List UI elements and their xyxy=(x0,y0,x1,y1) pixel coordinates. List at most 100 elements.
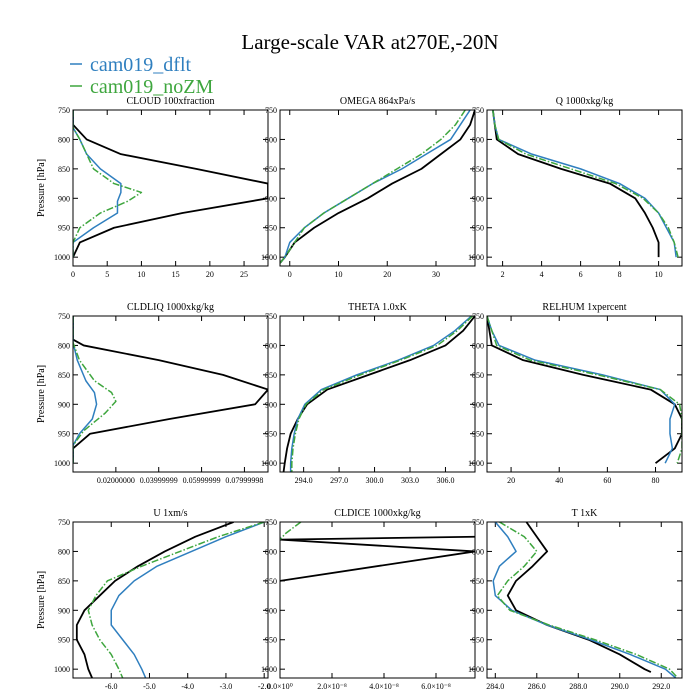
panel-title: CLOUD 100xfraction xyxy=(126,96,214,107)
series-group xyxy=(282,316,475,472)
y-axis-label: Pressure [hPa] xyxy=(36,571,47,629)
x-tick-label: 0.02000000 xyxy=(97,476,135,485)
y-tick-label: 900 xyxy=(472,606,484,615)
series-line-dflt xyxy=(73,316,98,464)
x-tick-label: 0.0×10⁰ xyxy=(267,682,293,691)
panel-title: CLDLIQ 1000xkg/kg xyxy=(127,302,214,313)
x-tick-label: -5.0 xyxy=(143,682,156,691)
series-group xyxy=(491,110,679,258)
y-tick-label: 750 xyxy=(265,312,277,321)
series-group xyxy=(73,110,268,258)
series-line-noZM xyxy=(87,522,265,678)
series-line-noZM xyxy=(73,316,117,464)
y-axis-label: Pressure [hPa] xyxy=(36,365,47,423)
y-tick-label: 800 xyxy=(472,547,484,556)
series-line-noZM xyxy=(487,316,682,464)
figure-title: Large-scale VAR at270E,-20N xyxy=(241,30,498,54)
x-tick-label: 40 xyxy=(555,476,563,485)
series-line-obs xyxy=(491,110,660,258)
panel-3: Q 1000xkg/kg 750 800 850 900 950 1000 2 4 6 8 10 xyxy=(468,96,683,279)
x-tick-label: 80 xyxy=(652,476,660,485)
series-line-obs xyxy=(282,316,475,472)
series-group xyxy=(492,522,679,678)
y-tick-label: 1000 xyxy=(468,459,484,468)
y-tick-label: 1000 xyxy=(54,459,70,468)
panel-5: THETA 1.0xK 750 800 850 900 950 1000 294.0 297.0… xyxy=(261,302,476,485)
panel-title: Q 1000xkg/kg xyxy=(556,96,614,107)
x-tick-label: 303.0 xyxy=(401,476,419,485)
panel-title: U 1xm/s xyxy=(153,508,187,519)
y-tick-label: 900 xyxy=(58,606,70,615)
x-tick-label: 286.0 xyxy=(528,682,546,691)
y-tick-label: 1000 xyxy=(54,665,70,674)
y-tick-label: 850 xyxy=(472,577,484,586)
x-tick-label: 294.0 xyxy=(295,476,313,485)
x-tick-label: 4 xyxy=(540,270,544,279)
x-tick-label: -4.0 xyxy=(181,682,194,691)
x-tick-label: 10 xyxy=(137,270,145,279)
x-tick-label: 8 xyxy=(618,270,622,279)
y-axis-label: Pressure [hPa] xyxy=(36,159,47,217)
series-group xyxy=(75,522,265,678)
panel-4: CLDLIQ 1000xkg/kg Pressure [hPa] 750 800 850… xyxy=(36,302,269,485)
plot-frame xyxy=(72,315,269,473)
series-group xyxy=(280,110,475,264)
y-tick-label: 950 xyxy=(265,430,277,439)
y-tick-label: 1000 xyxy=(261,459,277,468)
y-tick-label: 900 xyxy=(472,400,484,409)
y-tick-label: 950 xyxy=(58,636,70,645)
y-tick-label: 750 xyxy=(265,106,277,115)
x-tick-label: 5 xyxy=(105,270,109,279)
y-tick-label: 750 xyxy=(472,518,484,527)
series-line-noZM xyxy=(291,316,474,472)
x-tick-label: 0.05999999 xyxy=(183,476,221,485)
y-tick-label: 750 xyxy=(58,518,70,527)
y-tick-label: 800 xyxy=(265,135,277,144)
panel-1: CLOUD 100xfraction Pressure [hPa] 750 800 85… xyxy=(36,96,269,279)
plot-frame xyxy=(486,315,683,473)
x-tick-label: 25 xyxy=(240,270,248,279)
panel-2: OMEGA 864xPa/s 750 800 850 900 950 1000 0 10 20 30 xyxy=(261,96,476,279)
series-line-dflt xyxy=(280,110,471,264)
x-tick-label: 290.0 xyxy=(611,682,629,691)
x-tick-label: 10 xyxy=(335,270,343,279)
y-tick-label: 800 xyxy=(472,341,484,350)
x-tick-label: 297.0 xyxy=(330,476,348,485)
series-line-noZM xyxy=(496,522,679,678)
y-tick-label: 1000 xyxy=(468,665,484,674)
x-tick-label: 6 xyxy=(579,270,583,279)
y-tick-label: 800 xyxy=(472,135,484,144)
x-tick-label: 2 xyxy=(501,270,505,279)
x-tick-label: 15 xyxy=(172,270,180,279)
x-tick-label: 20 xyxy=(507,476,515,485)
x-tick-label: 300.0 xyxy=(366,476,384,485)
x-tick-label: 30 xyxy=(432,270,440,279)
x-tick-label: 292.0 xyxy=(652,682,670,691)
plot-frame xyxy=(279,521,476,679)
y-tick-label: 1000 xyxy=(54,253,70,262)
y-tick-label: 950 xyxy=(58,430,70,439)
series-line-noZM xyxy=(73,110,143,258)
x-tick-label: -3.0 xyxy=(220,682,233,691)
series-line-obs xyxy=(506,522,652,673)
x-tick-label: 0.03999999 xyxy=(140,476,178,485)
legend: cam019_dflt cam019_noZM xyxy=(70,54,214,98)
y-tick-label: 900 xyxy=(58,194,70,203)
y-tick-label: 750 xyxy=(265,518,277,527)
y-tick-label: 950 xyxy=(265,224,277,233)
y-tick-label: 1000 xyxy=(468,253,484,262)
series-line-dflt xyxy=(492,110,677,258)
x-tick-label: 6.0×10⁻⁸ xyxy=(421,682,451,691)
panel-title: T 1xK xyxy=(572,508,598,519)
y-tick-label: 900 xyxy=(265,400,277,409)
panel-8: CLDICE 1000xkg/kg 750 800 850 900 950 1000 0.0×… xyxy=(261,508,476,691)
y-tick-label: 750 xyxy=(472,106,484,115)
x-tick-label: 0.07999998 xyxy=(225,476,263,485)
y-tick-label: 950 xyxy=(58,224,70,233)
y-tick-label: 900 xyxy=(265,606,277,615)
y-tick-label: 800 xyxy=(58,341,70,350)
y-tick-label: 750 xyxy=(58,106,70,115)
